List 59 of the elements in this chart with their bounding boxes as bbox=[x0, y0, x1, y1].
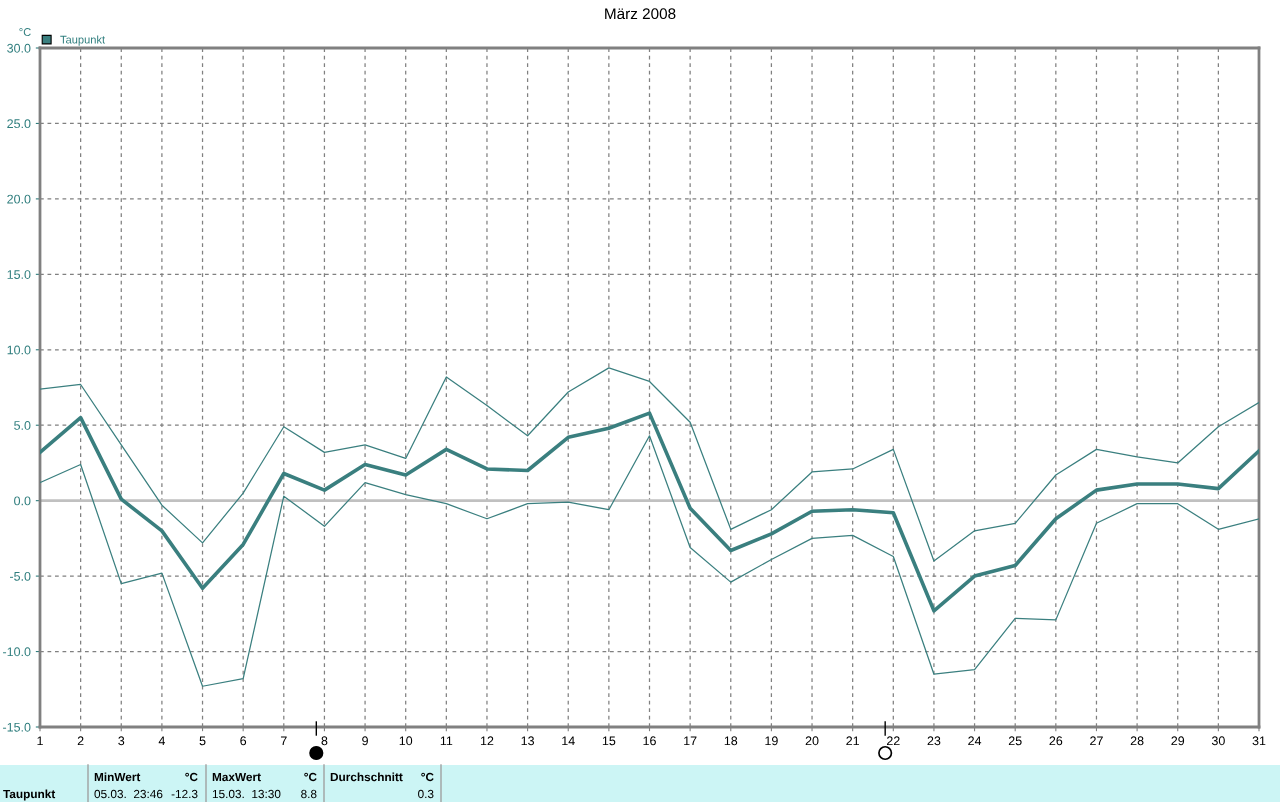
text: 05.03. 23:46 bbox=[94, 789, 163, 799]
y-tick-label: 15.0 bbox=[7, 270, 31, 279]
text: MaxWert bbox=[212, 772, 261, 782]
y-tick-label: 0.0 bbox=[14, 496, 31, 506]
x-tick-label: 23 bbox=[927, 736, 941, 746]
text: 8.8 bbox=[301, 789, 317, 799]
text: Durchschnitt bbox=[330, 772, 403, 782]
x-tick-label: 27 bbox=[1090, 736, 1103, 746]
x-tick-label: 24 bbox=[968, 736, 982, 746]
x-tick-label: 4 bbox=[158, 736, 166, 746]
x-tick-label: 25 bbox=[1008, 736, 1022, 746]
x-tick-label: 3 bbox=[118, 736, 125, 746]
x-tick-label: 1 bbox=[37, 736, 43, 746]
x-tick-label: 16 bbox=[643, 736, 656, 746]
y-tick-label: 30.0 bbox=[7, 43, 31, 53]
x-tick-label: 13 bbox=[521, 736, 534, 746]
x-tick-label: 7 bbox=[280, 736, 287, 746]
x-tick-label: 21 bbox=[846, 736, 860, 746]
text: 0.3 bbox=[418, 789, 434, 799]
y-tick-label: 20.0 bbox=[7, 194, 31, 204]
x-tick-label: 5 bbox=[199, 736, 206, 746]
y-axis-title: °C bbox=[19, 28, 31, 36]
x-tick-label: 8 bbox=[321, 736, 328, 746]
line-series bbox=[40, 435, 1259, 687]
x-tick-label: 31 bbox=[1252, 736, 1266, 746]
x-tick-label: 15 bbox=[602, 736, 616, 746]
x-tick-label: 11 bbox=[440, 736, 453, 746]
x-tick-label: 9 bbox=[362, 736, 368, 746]
x-tick-label: 2 bbox=[77, 736, 84, 746]
line-series bbox=[40, 367, 1259, 562]
text: MinWert bbox=[94, 772, 141, 782]
legend-label: Taupunkt bbox=[60, 35, 106, 46]
x-tick-label: 30 bbox=[1211, 736, 1225, 746]
y-tick-label: 5.0 bbox=[14, 421, 31, 430]
x-tick-label: 28 bbox=[1130, 736, 1144, 746]
line-series bbox=[40, 411, 1259, 613]
chart-title: März 2008 bbox=[605, 8, 676, 20]
y-tick-label: -5.0 bbox=[9, 571, 31, 581]
x-tick-label: 29 bbox=[1171, 736, 1185, 746]
y-tick-label: 10.0 bbox=[7, 345, 31, 355]
text: °C bbox=[304, 772, 317, 782]
text: °C bbox=[185, 772, 198, 782]
text: 15.03. 13:30 bbox=[212, 789, 281, 799]
x-tick-label: 10 bbox=[399, 736, 413, 746]
y-tick-label: -15.0 bbox=[3, 722, 31, 732]
y-tick-label: -10.0 bbox=[3, 647, 31, 657]
x-tick-label: 14 bbox=[562, 736, 575, 746]
x-tick-label: 20 bbox=[805, 736, 819, 746]
x-tick-label: 26 bbox=[1049, 736, 1063, 746]
text: Taupunkt bbox=[3, 789, 56, 801]
x-tick-label: 12 bbox=[480, 736, 494, 746]
x-tick-label: 6 bbox=[240, 736, 247, 746]
text: °C bbox=[421, 772, 434, 782]
x-tick-label: 18 bbox=[724, 736, 738, 746]
x-tick-label: 19 bbox=[765, 736, 778, 746]
y-tick-label: 25.0 bbox=[7, 119, 31, 129]
text: -12.3 bbox=[171, 789, 198, 799]
x-tick-label: 17 bbox=[684, 736, 697, 746]
x-tick-label: 22 bbox=[886, 736, 900, 746]
